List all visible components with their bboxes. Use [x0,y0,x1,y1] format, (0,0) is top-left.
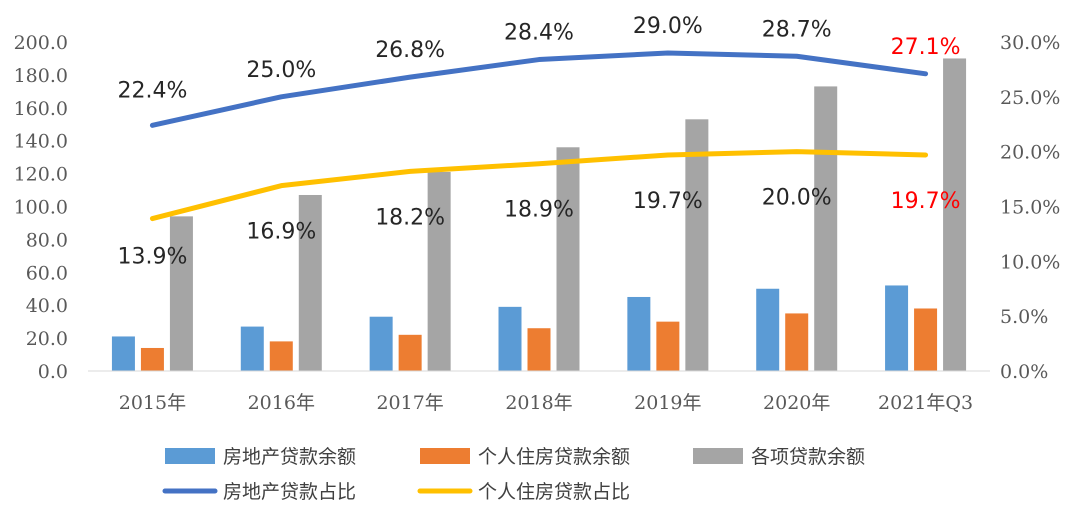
data-labels: 22.4% 25.0% 26.8% 28.4% 29.0% 28.7% 27.1% 13.9%… [117,14,960,270]
right-axis-tick-label: 30.0% [1000,32,1060,54]
data-label: 26.8% [375,38,445,63]
bar [527,328,551,371]
data-label: 18.9% [504,198,574,223]
legend-label: 个人住房贷款余额 [478,446,630,468]
legend-label: 房地产贷款占比 [223,481,356,503]
series-line [149,50,929,128]
data-label: 18.2% [375,205,445,230]
bar [685,119,709,371]
x-axis-tick-label: 2019年 [634,392,701,414]
x-axis-tick-label: 2016年 [248,392,315,414]
bar [498,306,522,371]
left-axis-tick-label: 0.0 [38,361,68,383]
right-axis-tick-label: 15.0% [1000,197,1060,219]
bar [140,347,164,371]
left-axis: 0.0 20.0 40.0 60.0 80.0 100.0 120.0 140.0 160.0 1… [14,32,68,383]
series-line [149,149,929,222]
data-label: 25.0% [246,58,316,83]
bar [240,326,264,371]
data-label: 27.1% [891,35,961,60]
x-axis-tick-label: 2015年 [119,392,186,414]
bar [427,171,451,371]
data-label: 13.9% [117,245,187,270]
left-axis-tick-label: 20.0 [26,328,68,350]
bar [656,321,680,371]
bar [785,313,809,371]
right-axis-tick-label: 10.0% [1000,251,1060,273]
bar [943,58,967,371]
left-axis-tick-label: 80.0 [26,229,68,251]
data-label: 22.4% [117,78,187,103]
data-label: 16.9% [246,220,316,245]
bar [269,341,293,371]
left-axis-tick-label: 40.0 [26,295,68,317]
legend-label: 个人住房贷款占比 [478,481,630,503]
bar [398,334,422,371]
legend-label: 各项贷款余额 [751,446,865,468]
data-label: 29.0% [633,14,703,39]
x-axis-tick-label: 2020年 [763,392,830,414]
bar [914,308,938,371]
left-axis-tick-label: 140.0 [14,131,68,153]
data-label: 19.7% [633,189,703,214]
bar [111,336,135,371]
bar [885,285,909,371]
bar [627,296,651,371]
x-axis-tick-label: 2021年Q3 [878,392,973,414]
right-axis-tick-label: 20.0% [1000,142,1060,164]
line-series-group [149,50,929,222]
left-axis-tick-label: 120.0 [14,164,68,186]
left-axis-tick-label: 100.0 [14,197,68,219]
bar [169,216,193,371]
left-axis-tick-label: 60.0 [26,262,68,284]
bar [556,147,580,371]
bar [369,316,393,371]
data-label: 28.4% [504,21,574,46]
right-axis-tick-label: 0.0% [1000,361,1048,383]
bar [298,194,322,371]
data-label: 20.0% [762,186,832,211]
legend-label: 房地产贷款余额 [223,446,356,468]
left-axis-tick-label: 200.0 [14,32,68,54]
bar-series-group [111,58,967,371]
x-axis-tick-label: 2017年 [376,392,443,414]
bar [756,288,780,371]
x-axis: 2015年 2016年 2017年 2018年 2019年 2020年 2021年Q3 [88,370,990,414]
legend-swatch [693,448,743,464]
legend-swatch [420,448,470,464]
left-axis-tick-label: 180.0 [14,65,68,87]
data-label: 28.7% [762,17,832,42]
legend-swatch [165,448,215,464]
bar [814,86,838,371]
right-axis-tick-label: 25.0% [1000,87,1060,109]
data-label: 19.7% [891,189,961,214]
x-axis-tick-label: 2018年 [505,392,572,414]
left-axis-tick-label: 160.0 [14,98,68,120]
right-axis-tick-label: 5.0% [1000,306,1048,328]
right-axis: 0.0% 5.0% 10.0% 15.0% 20.0% 25.0% 30.0% [1000,32,1060,383]
